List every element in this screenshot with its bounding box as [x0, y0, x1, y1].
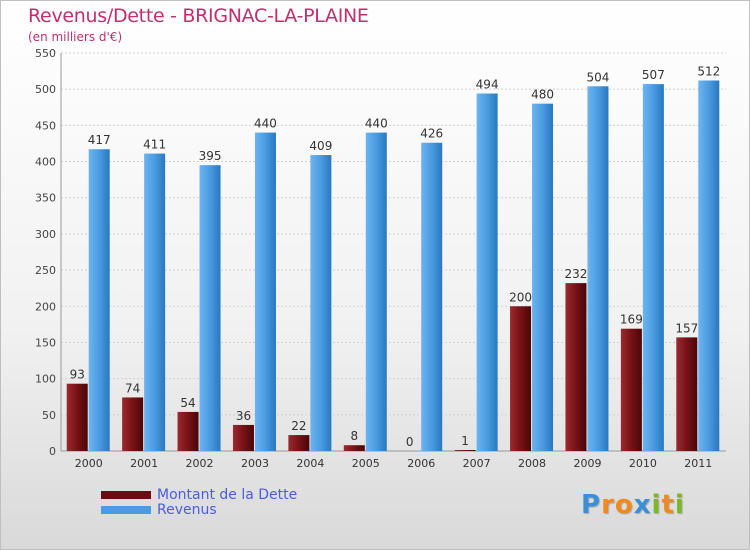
- data-label: 74: [125, 381, 140, 395]
- y-tick-label: 400: [35, 156, 56, 169]
- proxiti-logo: Proxiti: [581, 490, 685, 520]
- x-tick-label: 2010: [629, 457, 657, 470]
- y-tick-label: 150: [35, 336, 56, 349]
- data-label: 494: [476, 78, 499, 92]
- logo-letter: x: [633, 490, 652, 520]
- logo-letter: i: [674, 490, 685, 520]
- bar-revenue: [254, 132, 276, 451]
- logo-letter: t: [661, 490, 675, 520]
- bar-debt: [620, 328, 642, 451]
- bar-revenue: [144, 153, 166, 451]
- bar-revenue: [476, 93, 498, 452]
- legend-swatch-debt: [101, 490, 151, 499]
- bar-debt: [454, 450, 476, 451]
- data-label: 200: [509, 290, 532, 304]
- x-tick-label: 2011: [684, 457, 712, 470]
- data-label: 480: [531, 88, 554, 102]
- data-label: 54: [180, 396, 195, 410]
- y-tick-label: 300: [35, 228, 56, 241]
- bar-revenue: [365, 132, 387, 451]
- bar-debt: [510, 306, 532, 451]
- legend-swatch-revenue: [101, 505, 151, 514]
- legend-item-revenue: Revenus: [101, 501, 297, 518]
- logo-letter: P: [581, 490, 602, 520]
- data-label: 1: [461, 434, 469, 448]
- data-label: 507: [642, 68, 665, 82]
- bar-debt: [122, 397, 144, 451]
- bar-debt: [288, 435, 310, 451]
- bar-debt: [66, 383, 88, 451]
- y-tick-label: 0: [49, 445, 56, 458]
- data-label: 157: [675, 321, 698, 335]
- legend-item-debt: Montant de la Dette: [101, 486, 298, 503]
- x-tick-label: 2002: [186, 457, 214, 470]
- data-label: 36: [236, 409, 251, 423]
- chart-subtitle: (en milliers d'€): [28, 30, 123, 44]
- x-tick-label: 2003: [241, 457, 269, 470]
- data-label: 417: [88, 133, 111, 147]
- x-tick-label: 2009: [573, 457, 601, 470]
- x-tick-label: 2006: [407, 457, 435, 470]
- chart-title: Revenus/Dette - BRIGNAC-LA-PLAINE: [28, 5, 369, 27]
- bar-revenue: [88, 149, 110, 451]
- data-label: 504: [587, 70, 610, 84]
- x-tick-label: 2007: [463, 457, 491, 470]
- y-tick-label: 350: [35, 192, 56, 205]
- x-tick-label: 2001: [130, 457, 158, 470]
- y-tick-label: 50: [42, 409, 56, 422]
- data-label: 426: [420, 127, 443, 141]
- bar-revenue: [532, 103, 554, 452]
- data-label: 169: [620, 313, 643, 327]
- data-label: 440: [254, 117, 277, 131]
- bar-debt: [565, 283, 587, 451]
- legend-label-revenue: Revenus: [157, 501, 217, 518]
- bar-debt: [232, 424, 254, 451]
- x-tick-label: 2000: [75, 457, 103, 470]
- x-tick-label: 2008: [518, 457, 546, 470]
- y-tick-label: 550: [35, 47, 56, 60]
- y-tick-label: 250: [35, 264, 56, 277]
- data-label: 232: [565, 267, 588, 281]
- data-label: 0: [406, 435, 414, 449]
- bar-debt: [343, 445, 365, 451]
- bar-revenue: [587, 86, 609, 452]
- legend: Montant de la Dette Revenus: [101, 486, 298, 518]
- bar-revenue: [698, 80, 720, 452]
- bar-debt: [177, 411, 199, 451]
- bar-revenue: [199, 165, 221, 451]
- bar-debt: [676, 337, 698, 451]
- y-tick-label: 100: [35, 373, 56, 386]
- data-label: 409: [309, 139, 332, 153]
- bar-revenue: [642, 84, 664, 451]
- data-label: 512: [697, 64, 720, 78]
- x-tick-label: 2004: [296, 457, 324, 470]
- data-label: 395: [199, 149, 222, 163]
- x-tick-label: 2005: [352, 457, 380, 470]
- logo-letter: r: [601, 490, 615, 520]
- logo-letter: i: [651, 490, 662, 520]
- data-label: 22: [291, 419, 306, 433]
- data-label: 8: [350, 429, 358, 443]
- data-label: 93: [70, 368, 85, 382]
- legend-label-debt: Montant de la Dette: [157, 486, 298, 503]
- logo-letter: o: [614, 490, 634, 520]
- y-tick-label: 200: [35, 300, 56, 313]
- bar-revenue: [310, 155, 332, 452]
- data-label: 440: [365, 117, 388, 131]
- y-tick-label: 500: [35, 83, 56, 96]
- data-label: 411: [143, 138, 166, 152]
- bar-revenue: [421, 142, 443, 452]
- y-tick-label: 450: [35, 119, 56, 132]
